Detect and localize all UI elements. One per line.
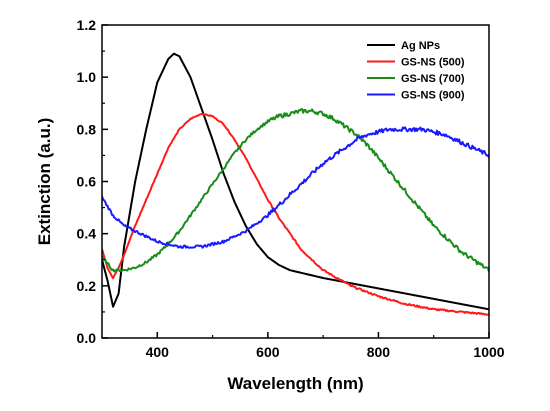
legend-label: GS-NS (500): [401, 57, 465, 69]
y-tick-label: 0.2: [77, 278, 97, 294]
y-axis-title: Extinction (a.u.): [35, 118, 54, 246]
series-line-gs-ns-900: [102, 126, 489, 249]
series-layer: [102, 52, 489, 316]
ticks-layer: 400 600 800 1000 0.0 0.2 0.4 0.6 0.8 1.0 1.2: [77, 17, 505, 360]
legend-label: GS-NS (700): [401, 73, 465, 85]
legend: Ag NPs GS-NS (500) GS-NS (700) GS-NS (900): [367, 40, 465, 102]
y-tick-label: 1.2: [77, 17, 97, 33]
series-line-gs-ns-500: [102, 112, 489, 316]
x-axis-title: Wavelength (nm): [227, 374, 363, 393]
y-tick-label: 0.0: [77, 330, 97, 346]
legend-label: Ag NPs: [401, 40, 440, 52]
x-tick-label: 800: [367, 344, 391, 360]
series-line-ag-nps: [102, 52, 489, 311]
plot-frame: [101, 24, 490, 339]
y-tick-label: 0.8: [77, 121, 97, 137]
series-line-gs-ns-700: [102, 108, 489, 273]
x-tick-label: 400: [146, 344, 170, 360]
y-tick-label: 0.6: [77, 174, 97, 190]
y-tick-label: 1.0: [77, 69, 97, 85]
legend-label: GS-NS (900): [401, 90, 465, 102]
x-tick-label: 600: [256, 344, 280, 360]
x-tick-label: 1000: [473, 344, 504, 360]
y-tick-label: 0.4: [77, 226, 97, 242]
